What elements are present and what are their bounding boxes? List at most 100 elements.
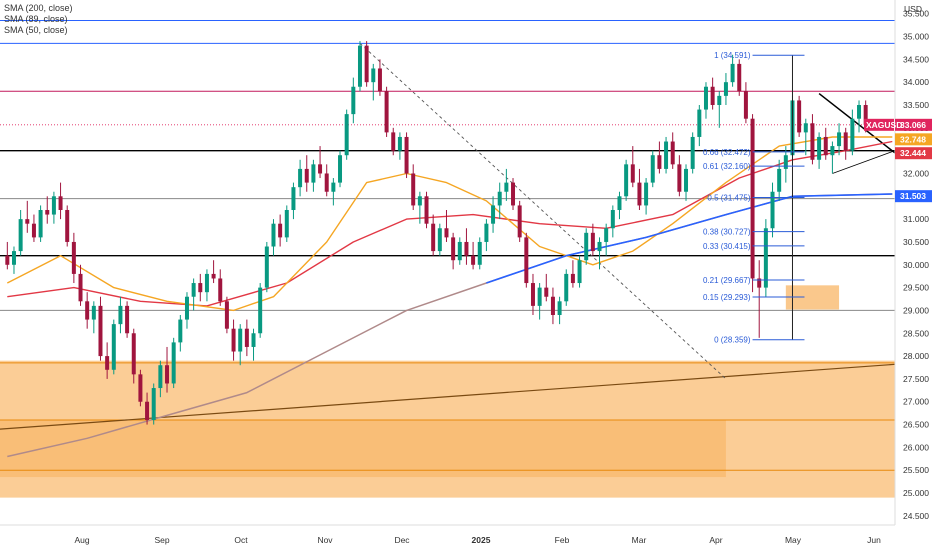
sma200-blue-segment [486,193,893,284]
candle-body [770,191,775,229]
candle-body [324,173,329,192]
candle-body [690,136,695,169]
candle-body [823,136,828,156]
x-tick-6: Feb [555,535,570,545]
candle-body [357,45,362,87]
price-tag-3 [895,190,932,203]
candle-body [38,210,43,238]
y-tick-20: 34.500 [903,54,929,64]
fib-label-3: 0.5 (31.475) [707,193,750,202]
supply-zones [0,285,895,498]
candle-body [750,118,755,279]
fib-label-5: 0.33 (30.415) [703,242,751,251]
candle-body [125,305,130,334]
x-tick-8: Apr [709,535,722,545]
candle-body [471,255,476,265]
fib-label-6: 0.21 (29.667) [703,276,751,285]
y-tick-9: 29.000 [903,305,929,315]
candle-body [191,283,196,297]
price-tag-0 [895,118,932,131]
candle-body [91,305,96,320]
y-tick-4: 26.500 [903,420,929,430]
candle-body [497,191,502,206]
price-axis-bg [895,0,932,550]
candle-body [743,91,748,119]
candle-body [165,365,170,384]
candle-body [783,155,788,169]
candle-body [238,328,243,352]
candle-body [218,278,223,302]
price-axis[interactable]: USD 24.500 25.000 25.500 26.000 26.500 27.000 2… [894,0,932,550]
y-tick-15: 32.000 [903,168,929,178]
legend-sma50[interactable]: SMA (50, close) [4,25,68,35]
candle-body [544,287,549,297]
candle-body [644,182,649,206]
candle-body [504,182,509,192]
candle-body [584,232,589,261]
y-tick-22: 35.500 [903,9,929,19]
dashed-trendline [359,43,727,380]
y-tick-8: 28.500 [903,328,929,338]
fib-label-0: 1 (34.591) [714,51,751,60]
candle-body [291,187,296,210]
x-tick-4: Dec [394,535,410,545]
candle-body [138,374,143,402]
candle-body [318,164,323,174]
candle-body [5,255,10,265]
time-axis-bg [0,525,932,550]
x-tick-0: Aug [74,535,89,545]
candle-body [550,296,555,315]
y-tick-19: 34.000 [903,77,929,87]
candle-body [530,283,535,306]
candle-body [697,109,702,137]
y-tick-18: 33.500 [903,100,929,110]
candle-body [284,210,289,238]
candle-body [857,105,862,119]
candle-body [158,365,163,389]
candle-body [178,319,183,343]
candle-body [31,223,36,238]
candle-body [670,141,675,165]
candle-body [271,223,276,247]
x-tick-10: Jun [867,535,881,545]
candle-body [664,141,669,169]
symbol-tag-label: XAGUSD [866,120,902,130]
candle-body [258,287,263,334]
candle-body [384,91,389,133]
candle-body [411,173,416,206]
candle-body [391,132,396,151]
candle-body [524,237,529,284]
candle-body [657,155,662,169]
legend-sma200[interactable]: SMA (200, close) [4,3,73,13]
candle-body [650,155,655,183]
time-axis[interactable]: Aug Sep Oct Nov Dec 2025 Feb Mar Apr May Jun [0,524,932,550]
price-tag-2 [895,147,932,160]
candle-body [424,196,429,224]
price-tag-1 [895,133,932,146]
candle-body [65,210,70,242]
candle-body [477,241,482,265]
candle-body [145,401,150,420]
candle-body [511,182,516,206]
y-tick-10: 29.500 [903,283,929,293]
candle-body [364,45,369,83]
candle-body [557,301,562,315]
fib-label-1: 0.66 (32.472) [703,148,751,157]
x-tick-2: Oct [234,535,248,545]
x-tick-9: May [785,535,802,545]
candle-body [85,301,90,320]
candle-body [830,146,835,156]
legend-sma89[interactable]: SMA (89, close) [4,14,68,24]
candle-body [517,205,522,238]
candle-body [224,301,229,329]
candle-body [351,86,356,115]
candle-body [610,210,615,229]
candle-body [604,228,609,242]
candle-body [777,168,782,192]
candle-body [703,86,708,110]
candle-body [404,136,409,174]
candle-body [171,342,176,384]
x-tick-5: 2025 [472,535,491,545]
